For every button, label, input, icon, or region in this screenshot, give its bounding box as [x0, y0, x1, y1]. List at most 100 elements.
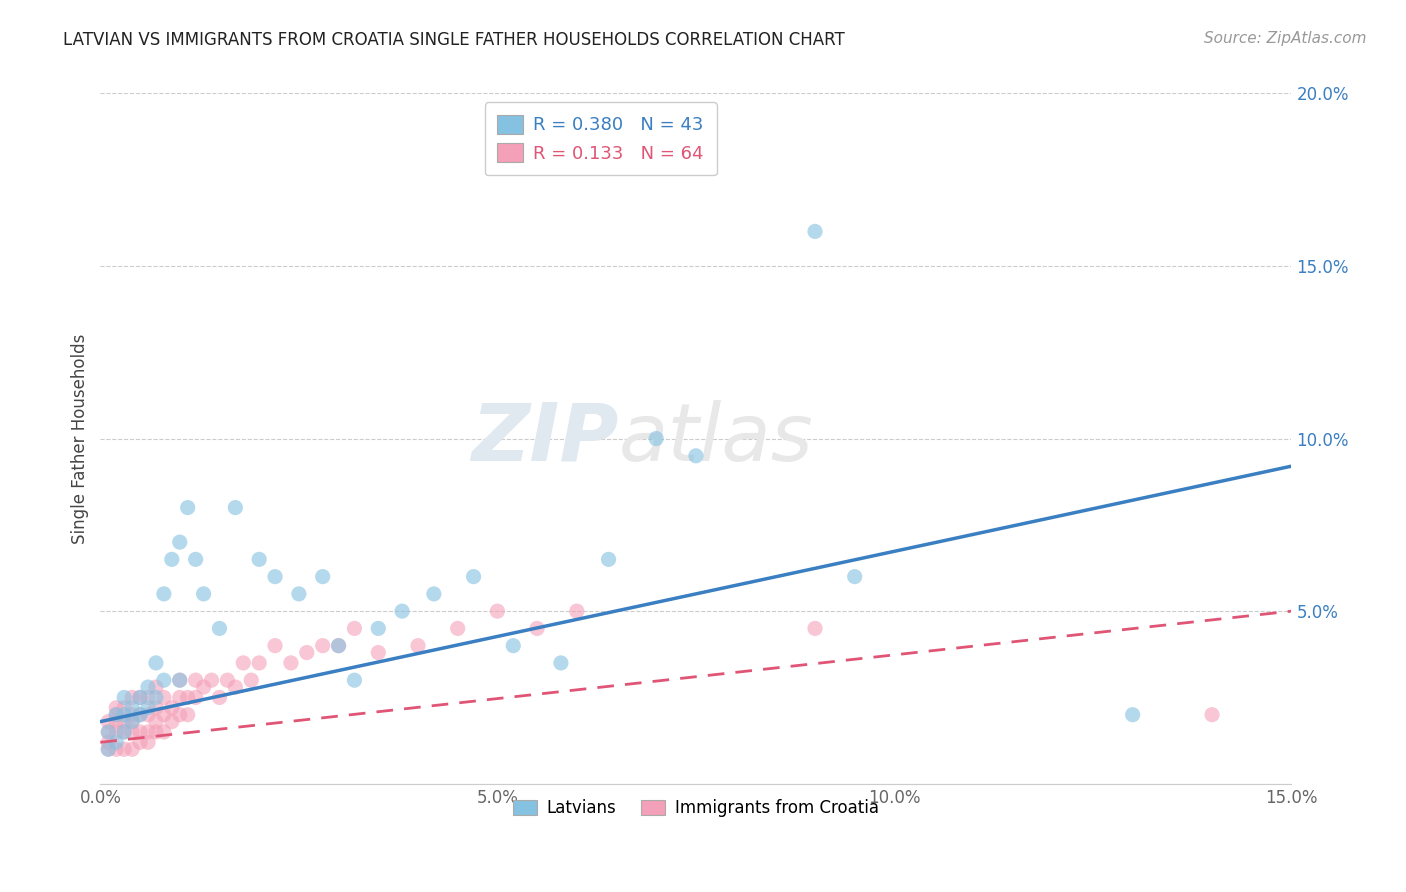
Point — [97, 735, 120, 749]
Point — [129, 735, 152, 749]
Point — [391, 604, 413, 618]
Point — [550, 656, 572, 670]
Point — [224, 680, 246, 694]
Point — [685, 449, 707, 463]
Point — [145, 690, 167, 705]
Point — [105, 725, 128, 739]
Text: atlas: atlas — [619, 400, 813, 477]
Point — [295, 646, 318, 660]
Point — [112, 700, 135, 714]
Point — [105, 742, 128, 756]
Point — [176, 707, 198, 722]
Point — [121, 714, 143, 729]
Point — [129, 707, 152, 722]
Point — [169, 673, 191, 688]
Point — [169, 690, 191, 705]
Point — [153, 690, 176, 705]
Point — [200, 673, 222, 688]
Point — [804, 224, 827, 238]
Point — [121, 707, 143, 722]
Point — [343, 621, 366, 635]
Point — [129, 725, 152, 739]
Point — [112, 725, 135, 739]
Y-axis label: Single Father Households: Single Father Households — [72, 334, 89, 544]
Point — [463, 569, 485, 583]
Point — [844, 569, 866, 583]
Point — [193, 680, 215, 694]
Point — [145, 656, 167, 670]
Point — [145, 725, 167, 739]
Point — [121, 742, 143, 756]
Point — [184, 552, 207, 566]
Point — [264, 639, 287, 653]
Point — [312, 569, 335, 583]
Point — [112, 742, 135, 756]
Point — [367, 621, 389, 635]
Point — [112, 690, 135, 705]
Point — [176, 690, 198, 705]
Point — [1122, 707, 1144, 722]
Point — [565, 604, 588, 618]
Point — [136, 680, 159, 694]
Point — [112, 725, 135, 739]
Point — [328, 639, 350, 653]
Legend: Latvians, Immigrants from Croatia: Latvians, Immigrants from Croatia — [506, 792, 886, 823]
Point — [224, 500, 246, 515]
Point — [232, 656, 254, 670]
Point — [105, 700, 128, 714]
Point — [240, 673, 263, 688]
Point — [129, 690, 152, 705]
Point — [160, 714, 183, 729]
Point — [247, 552, 270, 566]
Point — [526, 621, 548, 635]
Point — [280, 656, 302, 670]
Point — [121, 725, 143, 739]
Point — [97, 725, 120, 739]
Point — [423, 587, 446, 601]
Point — [145, 680, 167, 694]
Point — [208, 621, 231, 635]
Point — [169, 673, 191, 688]
Point — [136, 735, 159, 749]
Point — [145, 700, 167, 714]
Point — [176, 500, 198, 515]
Point — [136, 725, 159, 739]
Point — [288, 587, 311, 601]
Point — [160, 552, 183, 566]
Text: Source: ZipAtlas.com: Source: ZipAtlas.com — [1204, 31, 1367, 46]
Point — [217, 673, 239, 688]
Point — [121, 690, 143, 705]
Point — [129, 707, 152, 722]
Point — [153, 673, 176, 688]
Point — [169, 535, 191, 549]
Point — [502, 639, 524, 653]
Point — [97, 714, 120, 729]
Point — [121, 714, 143, 729]
Point — [112, 714, 135, 729]
Point — [264, 569, 287, 583]
Point — [129, 690, 152, 705]
Point — [447, 621, 470, 635]
Point — [97, 725, 120, 739]
Point — [193, 587, 215, 601]
Point — [153, 587, 176, 601]
Point — [105, 714, 128, 729]
Point — [112, 707, 135, 722]
Point — [153, 725, 176, 739]
Point — [312, 639, 335, 653]
Point — [328, 639, 350, 653]
Point — [136, 707, 159, 722]
Point — [136, 690, 159, 705]
Point — [645, 432, 668, 446]
Point — [121, 700, 143, 714]
Point — [97, 742, 120, 756]
Point — [1201, 707, 1223, 722]
Point — [367, 646, 389, 660]
Point — [247, 656, 270, 670]
Point — [136, 700, 159, 714]
Point — [208, 690, 231, 705]
Point — [343, 673, 366, 688]
Point — [105, 707, 128, 722]
Point — [145, 714, 167, 729]
Point — [105, 707, 128, 722]
